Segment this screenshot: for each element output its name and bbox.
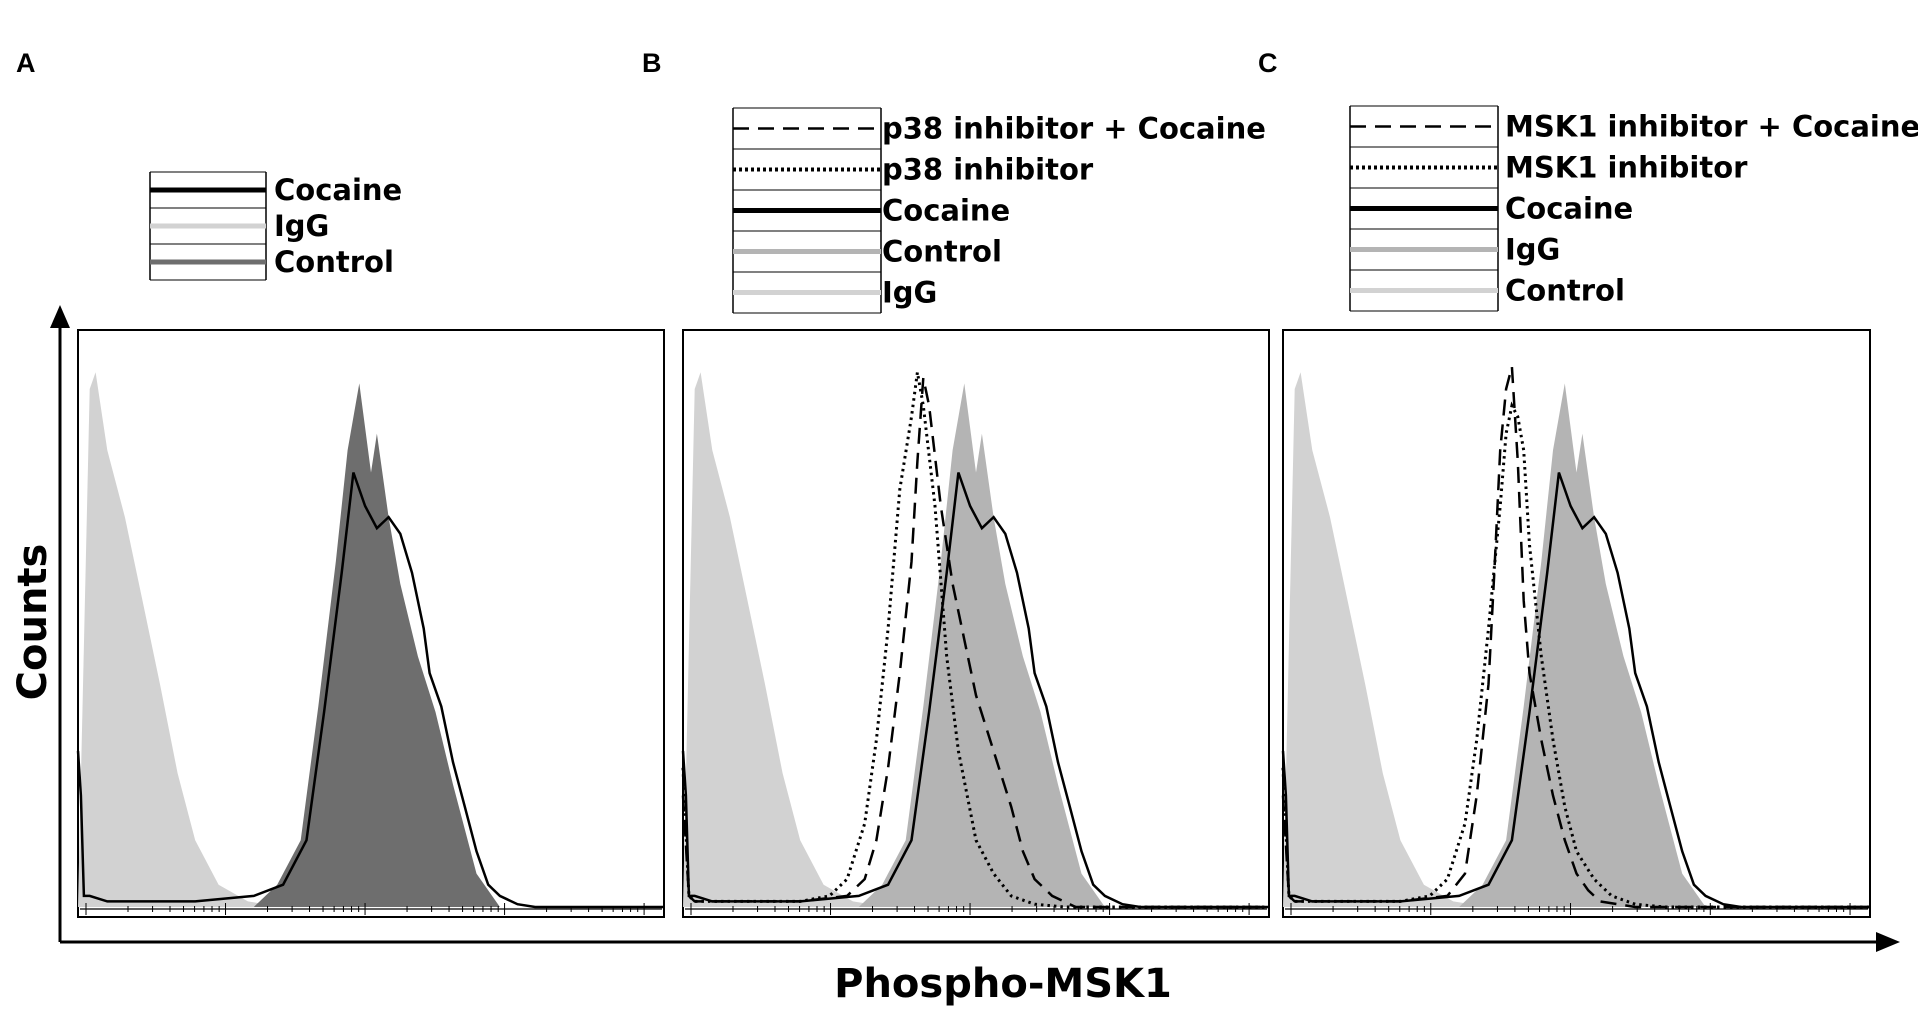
series-control-area bbox=[78, 383, 664, 907]
panel-b-plot bbox=[681, 329, 1270, 918]
panel-label-c: C bbox=[1258, 48, 1278, 78]
series-cocaine-line bbox=[76, 472, 664, 909]
legend-label: Control bbox=[1505, 274, 1625, 308]
legend-label: Cocaine bbox=[882, 194, 1010, 228]
series-igg-area bbox=[1283, 383, 1870, 907]
legend-label: IgG bbox=[1505, 233, 1560, 267]
legend-label: Control bbox=[882, 235, 1002, 269]
panel-b-legend: p38 inhibitor + Cocaine p38 inhibitor Coca… bbox=[732, 107, 1266, 314]
series-p38-inhibitor-cocaine-line bbox=[681, 377, 1269, 909]
legend-label: Cocaine bbox=[1505, 192, 1633, 226]
series-p38-inhibitor-line bbox=[681, 372, 1269, 909]
panel-label-a: A bbox=[16, 48, 36, 78]
series-cocaine-line bbox=[681, 472, 1269, 909]
panel-c-legend: MSK1 inhibitor + Cocaine MSK1 inhibitor Co… bbox=[1349, 105, 1918, 312]
legend-label: IgG bbox=[274, 209, 329, 243]
legend-label: p38 inhibitor bbox=[882, 153, 1094, 187]
legend-label: Control bbox=[274, 245, 394, 279]
legend-label: Cocaine bbox=[274, 173, 402, 207]
series-control-area bbox=[683, 383, 1269, 907]
x-axis-title: Phospho-MSK1 bbox=[834, 961, 1172, 1007]
legend-label: MSK1 inhibitor + Cocaine bbox=[1505, 110, 1918, 144]
series-control-area bbox=[1283, 372, 1870, 907]
panel-label-b: B bbox=[642, 48, 662, 78]
legend-label: MSK1 inhibitor bbox=[1505, 151, 1748, 185]
series-igg-area bbox=[683, 372, 1269, 907]
y-axis-arrow bbox=[50, 305, 70, 328]
legend-label: IgG bbox=[882, 276, 937, 310]
y-axis-title: Counts bbox=[10, 544, 56, 701]
series-msk1-inhibitor-cocaine-line bbox=[1281, 366, 1870, 909]
legend-label: p38 inhibitor + Cocaine bbox=[882, 112, 1266, 146]
x-axis-arrow bbox=[1876, 932, 1900, 952]
series-igg-area bbox=[78, 372, 664, 907]
panel-a-plot bbox=[76, 329, 665, 918]
series-cocaine-line bbox=[1281, 472, 1870, 909]
panel-c-plot bbox=[1281, 329, 1871, 918]
